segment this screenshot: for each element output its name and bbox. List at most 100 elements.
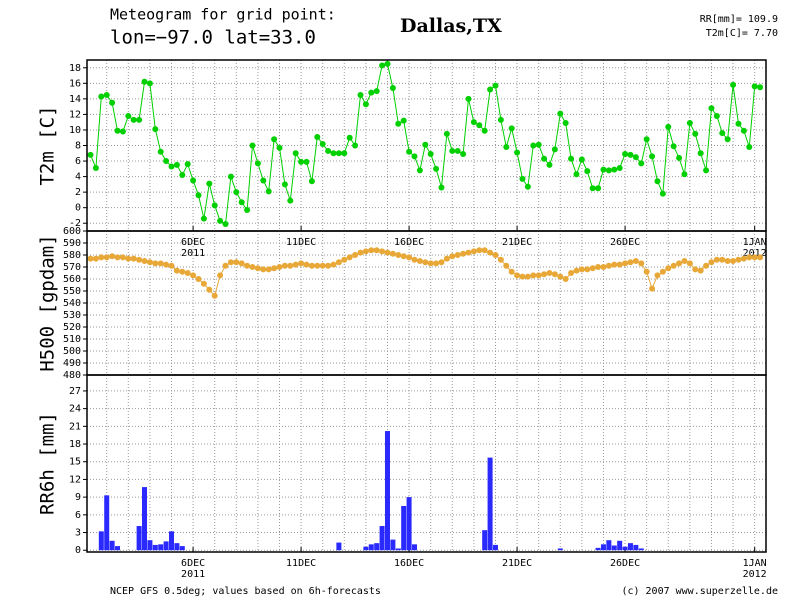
point <box>622 151 629 158</box>
point <box>730 81 737 88</box>
point <box>341 150 348 157</box>
x-tick-label: 6DEC <box>181 237 205 248</box>
point <box>735 120 742 127</box>
y-tick-label: 10 <box>69 125 81 136</box>
point <box>584 266 591 273</box>
point <box>168 163 175 170</box>
point <box>557 273 564 280</box>
point <box>616 261 623 268</box>
point <box>384 60 391 67</box>
point <box>460 151 467 158</box>
point <box>676 260 683 267</box>
point <box>314 133 321 140</box>
point <box>292 261 299 268</box>
point <box>449 147 456 154</box>
x-tick-label: 1JAN <box>743 558 767 569</box>
point <box>692 130 699 137</box>
bar <box>600 544 606 551</box>
point <box>136 116 143 123</box>
bar <box>611 545 617 551</box>
point <box>719 130 726 137</box>
point <box>141 258 148 264</box>
y-tick-label: 590 <box>63 238 81 249</box>
y-tick-label: 540 <box>63 298 81 309</box>
point <box>730 258 737 264</box>
y-tick-label: 600 <box>63 226 81 237</box>
point <box>179 172 186 179</box>
point <box>692 266 699 273</box>
point <box>292 150 299 157</box>
point <box>605 167 612 174</box>
point <box>357 91 364 98</box>
point <box>109 99 116 106</box>
point <box>497 116 504 123</box>
point <box>190 177 197 184</box>
point <box>568 155 575 162</box>
y-tick-label: 500 <box>63 346 81 357</box>
point <box>276 144 283 151</box>
point <box>541 155 548 162</box>
point <box>206 286 213 293</box>
point <box>497 256 504 263</box>
bar <box>136 526 142 551</box>
point <box>227 259 234 266</box>
bar <box>492 544 498 551</box>
bar <box>368 544 374 551</box>
y-tick-label: 12 <box>69 474 81 485</box>
point <box>622 260 629 267</box>
point <box>308 262 315 269</box>
x-tick-label: 11DEC <box>286 237 316 248</box>
point <box>352 252 359 258</box>
y-tick-label: 4 <box>75 172 81 183</box>
point <box>157 148 164 155</box>
point <box>227 173 234 180</box>
point <box>379 248 386 255</box>
point <box>298 158 305 165</box>
bar <box>169 531 175 551</box>
point <box>249 142 256 149</box>
point <box>389 84 396 91</box>
point <box>757 254 764 261</box>
point <box>681 171 688 178</box>
point <box>546 161 553 168</box>
bar <box>401 505 407 551</box>
point <box>325 147 332 154</box>
point <box>389 250 396 257</box>
y-tick-label: 8 <box>75 141 81 152</box>
point <box>114 254 121 261</box>
bar <box>147 540 153 551</box>
point <box>368 247 375 254</box>
point <box>519 175 526 182</box>
point <box>460 250 467 257</box>
point <box>92 165 99 172</box>
y-tick-label: 3 <box>75 528 81 539</box>
point <box>751 83 758 90</box>
point <box>254 160 261 167</box>
point <box>454 252 461 258</box>
point <box>352 142 359 149</box>
point <box>503 262 510 269</box>
point <box>319 262 326 269</box>
point <box>524 273 531 280</box>
x-tick-label: 6DEC <box>181 558 205 569</box>
point <box>573 171 580 178</box>
point <box>373 88 380 95</box>
point <box>632 258 639 264</box>
point <box>222 262 229 269</box>
point <box>190 272 197 279</box>
point <box>713 256 720 263</box>
point <box>449 253 456 260</box>
bar <box>98 531 104 551</box>
point <box>308 178 315 185</box>
y-tick-label: 12 <box>69 109 81 120</box>
footer-source: NCEP GFS 0.5deg; values based on 6h-fore… <box>110 586 381 597</box>
y-tick-label: -2 <box>69 218 81 229</box>
x-tick-sublabel: 2012 <box>743 569 767 580</box>
point <box>719 256 726 263</box>
point <box>659 190 666 197</box>
point <box>735 256 742 263</box>
point <box>98 93 105 100</box>
point <box>481 127 488 134</box>
y-tick-label: 550 <box>63 286 81 297</box>
y-tick-label: 18 <box>69 63 81 74</box>
